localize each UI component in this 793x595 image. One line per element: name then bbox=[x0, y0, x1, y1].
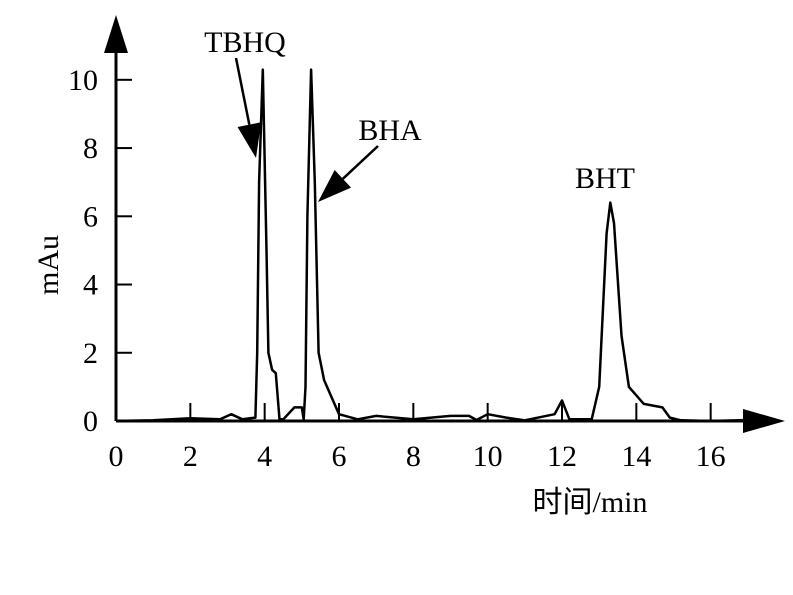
peak-arrowhead bbox=[318, 170, 352, 202]
chromatogram-line bbox=[115, 68, 763, 423]
x-tick-label: 8 bbox=[406, 440, 421, 473]
y-tick-label: 6 bbox=[83, 200, 98, 233]
peak-arrow bbox=[234, 57, 251, 125]
x-tick-label: 16 bbox=[696, 440, 726, 473]
y-axis-label: mAu bbox=[32, 235, 65, 295]
x-axis-arrow bbox=[743, 409, 785, 433]
peak-arrowhead bbox=[237, 122, 262, 158]
x-tick-label: 14 bbox=[621, 440, 651, 473]
y-tick-label: 2 bbox=[83, 337, 98, 370]
x-tick-label: 0 bbox=[109, 440, 124, 473]
y-axis-arrow bbox=[104, 15, 128, 53]
y-tick-label: 4 bbox=[83, 269, 98, 302]
x-tick-label: 12 bbox=[547, 440, 577, 473]
x-axis-label: 时间/min bbox=[532, 486, 647, 519]
x-tick-label: 2 bbox=[183, 440, 198, 473]
x-tick-label: 4 bbox=[257, 440, 272, 473]
y-tick-label: 0 bbox=[83, 405, 98, 438]
y-tick-label: 8 bbox=[83, 132, 98, 165]
x-tick-label: 6 bbox=[332, 440, 347, 473]
peak-label: BHT bbox=[575, 162, 635, 195]
x-tick-label: 10 bbox=[473, 440, 503, 473]
peak-label: TBHQ bbox=[204, 26, 286, 59]
peak-label: BHA bbox=[358, 114, 422, 147]
peak-arrow bbox=[342, 145, 379, 180]
y-tick-label: 10 bbox=[68, 64, 98, 97]
